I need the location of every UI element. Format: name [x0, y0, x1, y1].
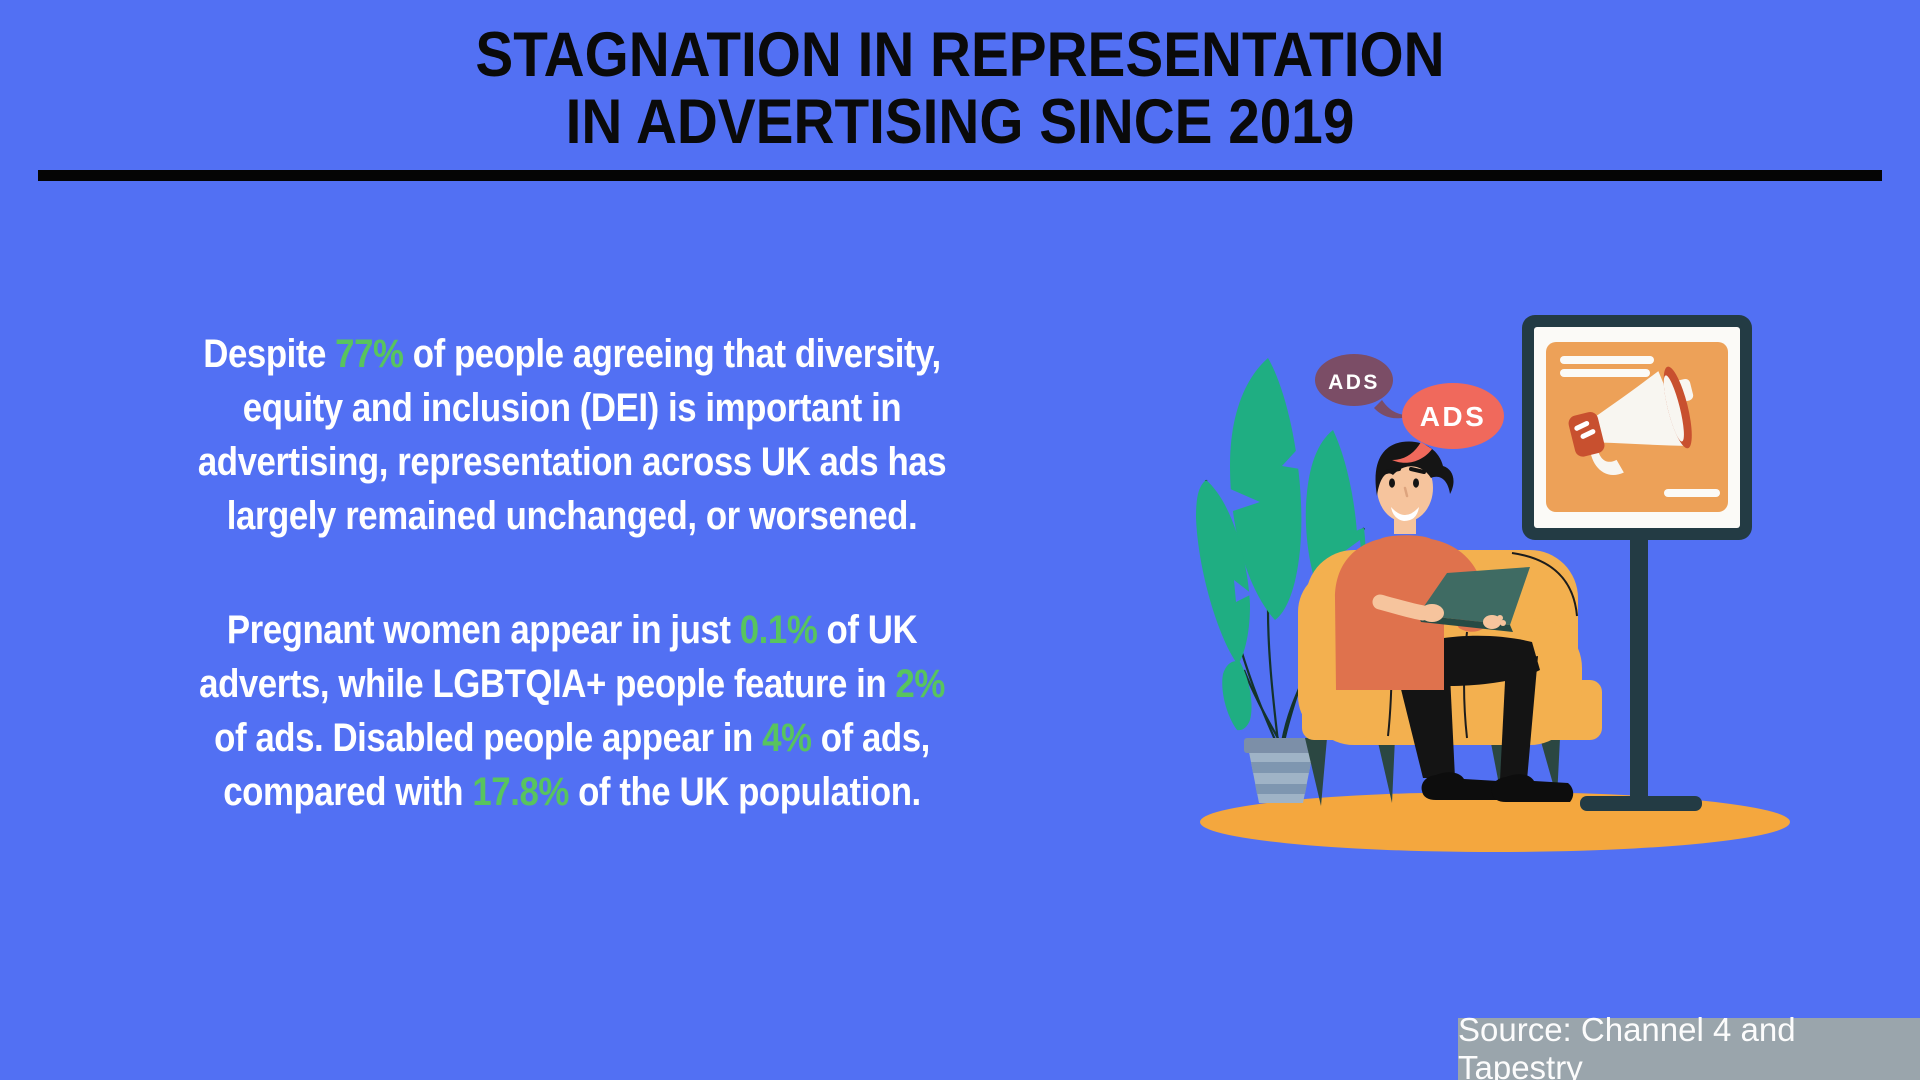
text-segment: of ads. Disabled people appear in: [214, 716, 763, 760]
text-segment: of ads,: [811, 716, 931, 760]
person-left-hand: [1420, 604, 1444, 622]
board-base: [1580, 796, 1702, 811]
person-nose: [1403, 486, 1409, 498]
presentation-board-illustration: [1522, 315, 1752, 811]
stat-17-8-percent: 17.8%: [472, 770, 569, 814]
ads-label-small: ADS: [1328, 371, 1380, 394]
text-segment: Despite: [203, 332, 336, 376]
stat-2-percent: 2%: [895, 662, 945, 706]
person-right-hand: [1483, 615, 1506, 629]
intro-line-4: largely remained unchanged, or worsened.: [226, 494, 918, 538]
ad-text-lines: [1560, 356, 1720, 497]
plant-pot: [1244, 738, 1320, 803]
text-segment: adverts, while LGBTQIA+ people feature i…: [199, 662, 896, 706]
person-browsing-ads-illustration: ADS ADS: [1196, 315, 1790, 852]
laptop-illustration: [1372, 567, 1530, 632]
person-smile: [1391, 507, 1419, 521]
title-divider: [38, 170, 1882, 181]
stats-line-3: of ads. Disabled people appear in 4% of …: [181, 711, 964, 765]
person-shoes: [1421, 772, 1574, 802]
person-eyes: [1389, 478, 1419, 488]
text-segment: Pregnant women appear in just: [226, 608, 740, 652]
stat-0-1-percent: 0.1%: [739, 608, 818, 652]
stats-line-1: Pregnant women appear in just 0.1% of UK: [181, 603, 964, 657]
text-segment: of people agreeing that diversity,: [403, 332, 941, 376]
text-segment: of the UK population.: [568, 770, 921, 814]
intro-line-1: Despite 77% of people agreeing that dive…: [181, 327, 964, 381]
page-title-line-2: IN ADVERTISING SINCE 2019: [565, 87, 1355, 157]
board-pole: [1630, 538, 1648, 800]
person-eyebrows: [1384, 467, 1426, 474]
stat-77-percent: 77%: [335, 332, 404, 376]
speech-bubble-ads-large: ADS: [1392, 383, 1504, 463]
intro-paragraph: Despite 77% of people agreeing that dive…: [181, 327, 964, 543]
source-badge: Source: Channel 4 and Tapestry: [1458, 1011, 1920, 1080]
page-title-line-1: STAGNATION IN REPRESENTATION: [475, 20, 1445, 90]
person-hair: [1375, 441, 1454, 496]
speech-bubble-ads-small: ADS: [1315, 354, 1412, 419]
text-segment: compared with: [223, 770, 473, 814]
intro-line-3: advertising, representation across UK ad…: [197, 440, 947, 484]
body-copy: Despite 77% of people agreeing that dive…: [181, 327, 964, 819]
intro-line-2: equity and inclusion (DEI) is important …: [242, 386, 902, 430]
ads-label-large: ADS: [1420, 401, 1487, 432]
stat-4-percent: 4%: [762, 716, 812, 760]
stats-line-2: adverts, while LGBTQIA+ people feature i…: [181, 657, 964, 711]
stats-paragraph: Pregnant women appear in just 0.1% of UK…: [181, 603, 964, 819]
source-label: Source: Channel 4 and Tapestry: [1458, 1011, 1796, 1080]
megaphone-icon: [1568, 366, 1694, 475]
page-title: STAGNATION IN REPRESENTATION IN ADVERTIS…: [96, 22, 1824, 156]
stats-line-4: compared with 17.8% of the UK population…: [181, 765, 964, 819]
text-segment: of UK: [817, 608, 918, 652]
